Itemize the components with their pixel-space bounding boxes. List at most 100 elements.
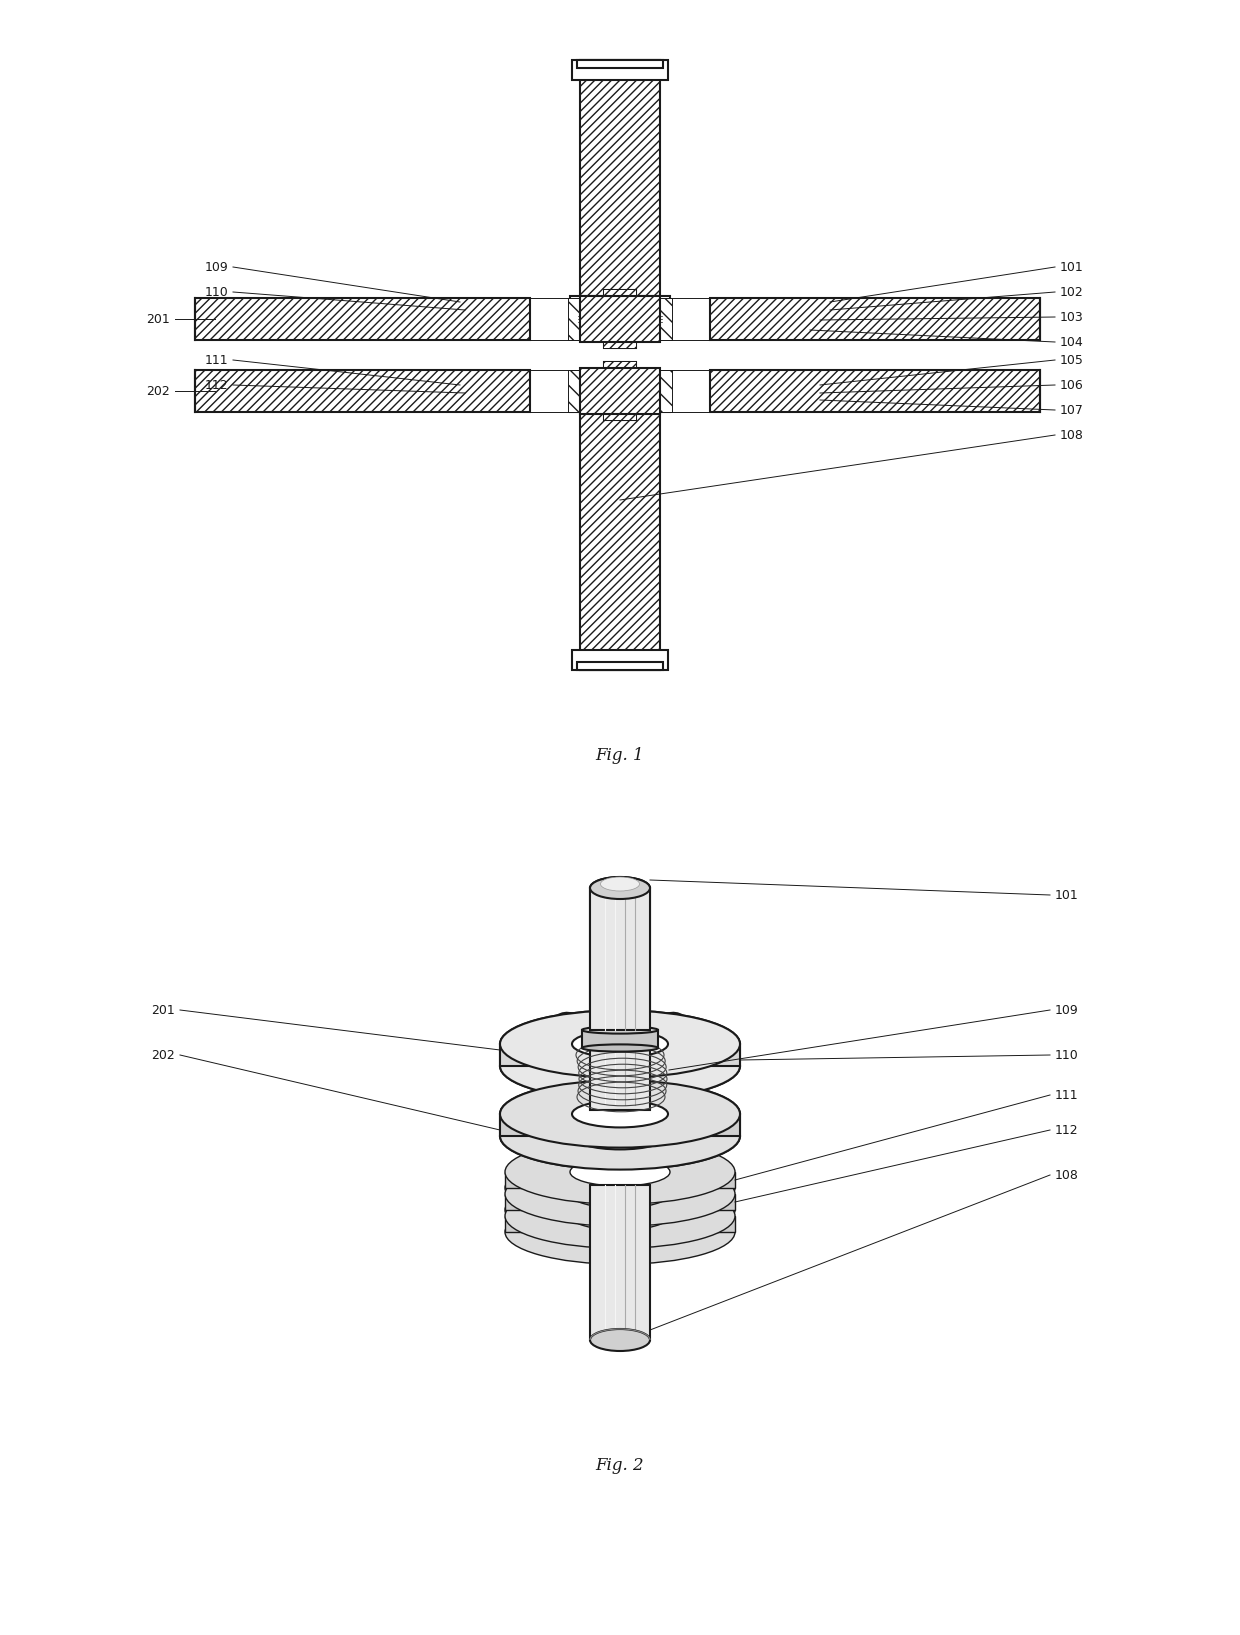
Bar (668, 1045, 740, 1066)
Bar (195, 298, 529, 340)
Bar (195, 370, 529, 412)
Ellipse shape (553, 1073, 582, 1084)
Bar (570, 296, 670, 311)
Bar (582, 1030, 658, 1048)
Bar (604, 361, 636, 420)
Ellipse shape (500, 1010, 740, 1077)
Ellipse shape (572, 1123, 668, 1149)
Bar (650, 298, 672, 340)
Text: Fig. 1: Fig. 1 (595, 747, 645, 764)
Bar (670, 1172, 735, 1189)
Bar (580, 60, 660, 311)
Ellipse shape (572, 1100, 668, 1128)
Ellipse shape (500, 1102, 740, 1169)
Text: 110: 110 (1055, 1048, 1079, 1061)
Ellipse shape (553, 1153, 582, 1164)
Bar (500, 1045, 572, 1066)
Bar (604, 289, 636, 348)
Ellipse shape (572, 1053, 668, 1079)
Ellipse shape (572, 1030, 668, 1058)
Bar (572, 60, 668, 80)
Bar (668, 1113, 740, 1136)
Bar (668, 1045, 740, 1066)
Bar (577, 60, 663, 69)
Bar (670, 1216, 735, 1233)
Bar (582, 1030, 658, 1048)
Text: 103: 103 (1060, 311, 1084, 324)
Ellipse shape (505, 1184, 735, 1248)
Text: 105: 105 (1060, 353, 1084, 366)
Text: Fig. 2: Fig. 2 (595, 1457, 645, 1473)
Text: 104: 104 (1060, 335, 1084, 348)
Bar (505, 1194, 570, 1210)
Bar (580, 296, 660, 342)
Bar (568, 370, 590, 412)
Bar (568, 298, 590, 340)
Text: 112: 112 (1055, 1123, 1079, 1136)
Text: 108: 108 (1060, 428, 1084, 441)
Ellipse shape (570, 1218, 670, 1246)
Bar (500, 1113, 572, 1136)
Bar (650, 370, 672, 412)
Bar (590, 1048, 650, 1110)
Ellipse shape (572, 1100, 668, 1128)
Bar (590, 888, 650, 1030)
Bar (590, 888, 650, 1030)
Ellipse shape (570, 1195, 670, 1225)
Ellipse shape (500, 1102, 740, 1169)
Bar (580, 397, 660, 670)
Ellipse shape (572, 1053, 668, 1079)
Text: 202: 202 (151, 1048, 175, 1061)
Ellipse shape (658, 1153, 687, 1164)
Bar (711, 298, 1040, 340)
Text: 109: 109 (205, 260, 228, 273)
Bar (572, 651, 668, 670)
Text: 111: 111 (205, 353, 228, 366)
Text: 110: 110 (205, 286, 228, 299)
Text: 107: 107 (1060, 404, 1084, 417)
Ellipse shape (658, 1073, 687, 1084)
Ellipse shape (590, 876, 650, 899)
Bar (577, 662, 663, 670)
Text: 201: 201 (146, 312, 170, 325)
Ellipse shape (553, 1025, 582, 1037)
Ellipse shape (570, 1158, 670, 1185)
Ellipse shape (582, 1045, 658, 1051)
Ellipse shape (600, 876, 640, 891)
Text: 112: 112 (205, 378, 228, 391)
Ellipse shape (582, 1027, 658, 1033)
Bar (500, 1113, 572, 1136)
Text: 111: 111 (1055, 1089, 1079, 1102)
Text: 109: 109 (1055, 1004, 1079, 1017)
Ellipse shape (599, 878, 641, 894)
Ellipse shape (500, 1032, 740, 1100)
Ellipse shape (505, 1140, 735, 1205)
Ellipse shape (505, 1177, 735, 1243)
Text: 108: 108 (1055, 1169, 1079, 1182)
Bar (580, 368, 660, 414)
Bar (670, 1194, 735, 1210)
Ellipse shape (500, 1081, 740, 1148)
Bar (668, 1113, 740, 1136)
Ellipse shape (500, 1081, 740, 1148)
Ellipse shape (658, 1025, 687, 1037)
Text: 101: 101 (1055, 888, 1079, 901)
Bar (604, 361, 636, 420)
Text: 101: 101 (1060, 260, 1084, 273)
Ellipse shape (570, 1202, 670, 1230)
Ellipse shape (590, 876, 650, 899)
Text: 102: 102 (1060, 286, 1084, 299)
Ellipse shape (582, 1045, 658, 1051)
Ellipse shape (572, 1123, 668, 1149)
Text: 106: 106 (1060, 378, 1084, 391)
Bar (500, 1045, 572, 1066)
Bar (505, 1216, 570, 1233)
Ellipse shape (505, 1156, 735, 1220)
Bar (711, 370, 1040, 412)
Ellipse shape (553, 1105, 582, 1117)
Bar (604, 289, 636, 348)
Ellipse shape (582, 1027, 658, 1033)
Ellipse shape (590, 1329, 650, 1351)
Ellipse shape (500, 1032, 740, 1100)
Text: 202: 202 (146, 384, 170, 397)
